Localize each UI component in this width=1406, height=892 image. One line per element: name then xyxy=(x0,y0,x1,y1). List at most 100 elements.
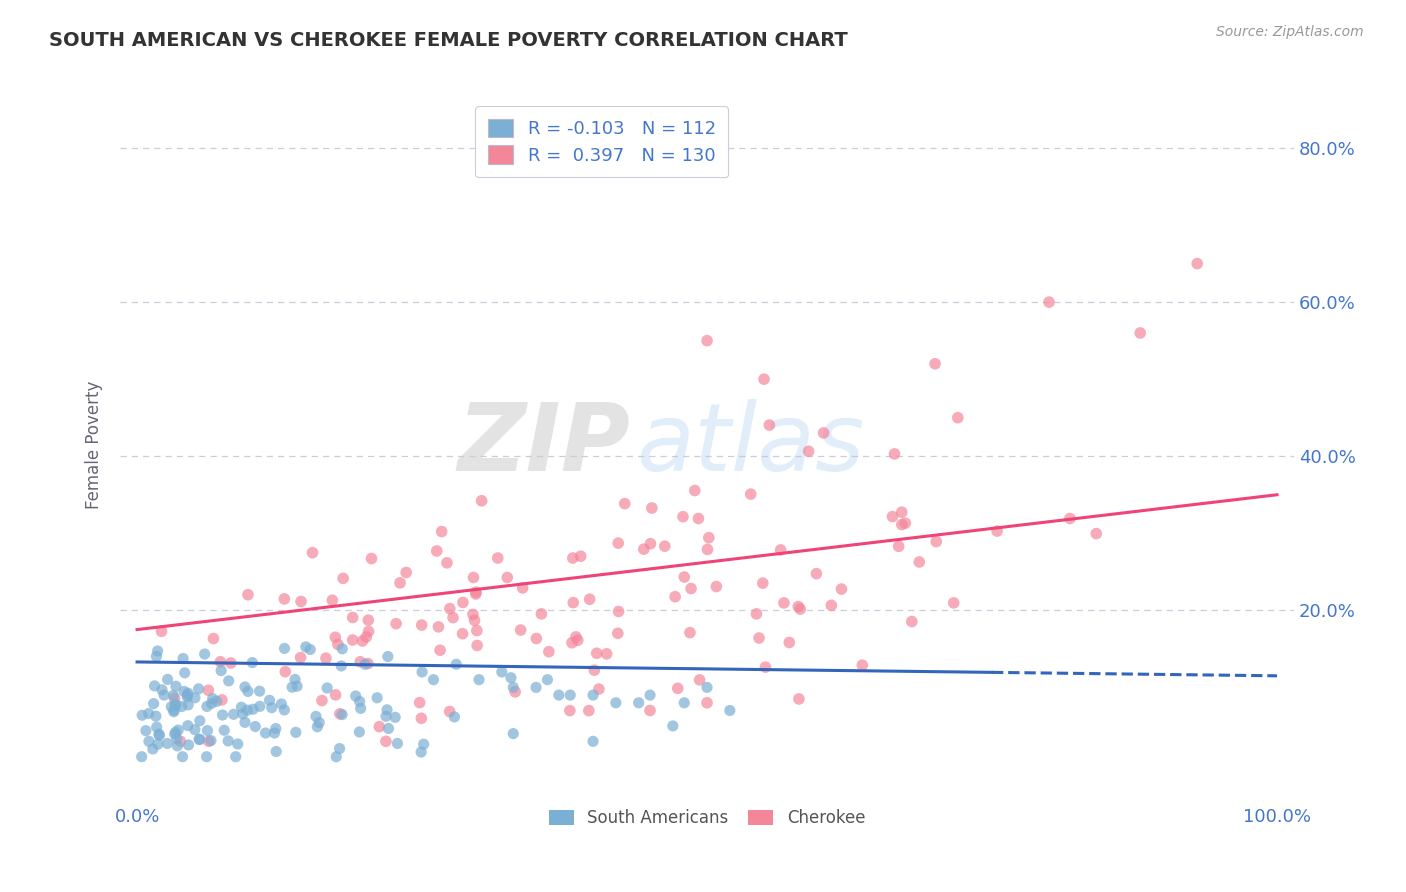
Point xyxy=(491,665,513,679)
Point xyxy=(502,681,524,695)
Point xyxy=(851,658,873,673)
Y-axis label: Female Poverty: Female Poverty xyxy=(86,381,103,508)
Point xyxy=(696,334,718,348)
Point xyxy=(349,655,371,669)
Point xyxy=(696,681,718,695)
Point xyxy=(172,749,194,764)
Point xyxy=(387,736,409,750)
Point xyxy=(503,685,526,699)
Point xyxy=(499,671,522,685)
Point xyxy=(194,647,217,661)
Point xyxy=(323,630,346,644)
Point xyxy=(583,663,606,677)
Point xyxy=(368,720,391,734)
Point xyxy=(820,599,842,613)
Point xyxy=(325,749,347,764)
Point xyxy=(330,707,353,722)
Point xyxy=(263,726,285,740)
Point xyxy=(184,690,207,705)
Point xyxy=(946,410,969,425)
Point xyxy=(349,725,371,739)
Point xyxy=(270,697,292,711)
Point xyxy=(740,487,762,501)
Point xyxy=(502,726,524,740)
Point xyxy=(150,624,173,639)
Point xyxy=(264,722,287,736)
Point xyxy=(217,734,239,748)
Point xyxy=(463,570,485,584)
Point xyxy=(249,699,271,714)
Point xyxy=(197,683,219,698)
Point xyxy=(188,714,211,728)
Point xyxy=(197,734,219,748)
Point xyxy=(745,607,768,621)
Point xyxy=(411,665,433,679)
Point xyxy=(673,570,696,584)
Point xyxy=(163,727,186,741)
Point xyxy=(679,625,702,640)
Point xyxy=(395,566,418,580)
Point xyxy=(925,534,948,549)
Point xyxy=(883,447,905,461)
Point xyxy=(1038,295,1060,310)
Point xyxy=(299,642,322,657)
Point xyxy=(236,703,259,717)
Point xyxy=(135,723,157,738)
Point xyxy=(464,587,486,601)
Point xyxy=(666,681,689,696)
Point xyxy=(451,595,474,609)
Point xyxy=(219,656,242,670)
Point xyxy=(537,645,560,659)
Point xyxy=(486,551,509,566)
Point xyxy=(778,635,800,649)
Point xyxy=(329,741,352,756)
Point xyxy=(240,656,263,670)
Point xyxy=(769,543,792,558)
Point xyxy=(170,699,193,714)
Point xyxy=(377,649,399,664)
Point xyxy=(426,544,449,558)
Point xyxy=(177,719,200,733)
Point xyxy=(352,634,374,648)
Point xyxy=(754,660,776,674)
Point xyxy=(496,570,519,584)
Point xyxy=(464,614,486,628)
Point xyxy=(167,723,190,738)
Point xyxy=(332,571,354,585)
Point xyxy=(411,618,433,632)
Point xyxy=(547,688,569,702)
Point xyxy=(689,673,711,687)
Point xyxy=(329,706,352,721)
Point xyxy=(908,555,931,569)
Point xyxy=(254,726,277,740)
Point xyxy=(211,693,233,707)
Point xyxy=(264,745,287,759)
Point xyxy=(357,613,380,627)
Point xyxy=(200,733,222,747)
Point xyxy=(308,715,330,730)
Point xyxy=(236,684,259,698)
Point xyxy=(225,749,247,764)
Point xyxy=(148,727,170,741)
Point xyxy=(524,632,547,646)
Point xyxy=(787,599,810,614)
Point xyxy=(330,641,353,656)
Point xyxy=(273,641,295,656)
Point xyxy=(166,739,188,753)
Point xyxy=(882,509,904,524)
Point xyxy=(131,708,153,723)
Point xyxy=(633,542,655,557)
Point xyxy=(184,723,207,737)
Point xyxy=(160,699,183,714)
Point xyxy=(156,673,179,687)
Text: SOUTH AMERICAN VS CHEROKEE FEMALE POVERTY CORRELATION CHART: SOUTH AMERICAN VS CHEROKEE FEMALE POVERT… xyxy=(49,31,848,50)
Point xyxy=(374,734,396,748)
Point xyxy=(465,585,488,599)
Point xyxy=(195,699,218,714)
Point xyxy=(226,737,249,751)
Point xyxy=(411,745,433,759)
Point xyxy=(412,737,434,751)
Point xyxy=(429,643,451,657)
Point xyxy=(375,703,398,717)
Point xyxy=(156,737,179,751)
